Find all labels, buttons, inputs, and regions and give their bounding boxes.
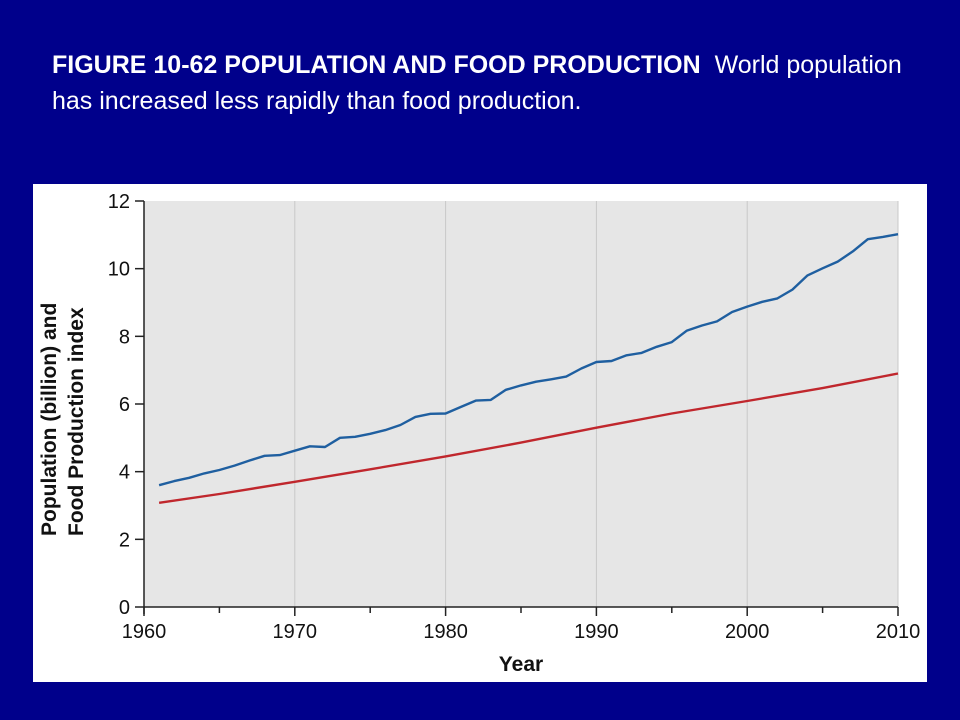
x-tick-label-1980: 1980 <box>423 621 468 643</box>
y-tick-label-10: 10 <box>108 259 130 281</box>
y-tick-label-6: 6 <box>119 394 130 416</box>
x-tick-label-1990: 1990 <box>574 621 619 643</box>
tick-labels: 0 2 4 6 8 10 12 1960 1970 1980 1990 2000 2010 <box>108 191 921 643</box>
figure-caption: FIGURE 10-62 POPULATION AND FOOD PRODUCT… <box>52 47 912 119</box>
grid-lines <box>294 201 899 607</box>
x-axis-title: Year <box>499 653 543 676</box>
series-line-2 <box>158 372 899 504</box>
y-axis-title: Population (billion) and Food Production… <box>38 303 88 536</box>
plot-area <box>144 201 898 607</box>
chart-panel: 0 2 4 6 8 10 12 1960 1970 1980 1990 2000 2010 Year P… <box>33 184 927 682</box>
series-lines <box>158 233 899 504</box>
line-chart: 0 2 4 6 8 10 12 1960 1970 1980 1990 2000 2010 Year P… <box>38 191 921 676</box>
y-tick-label-2: 2 <box>119 529 130 551</box>
y-tick-label-4: 4 <box>119 462 130 484</box>
y-tick-label-12: 12 <box>108 191 130 213</box>
y-axis-title-line-1: Population (billion) and <box>38 303 61 536</box>
series-line-1 <box>158 233 899 487</box>
figure-caption-text: World population has increased less rapi… <box>52 51 902 115</box>
y-tick-label-0: 0 <box>119 597 130 619</box>
x-tick-label-2000: 2000 <box>725 621 770 643</box>
y-tick-label-8: 8 <box>119 326 130 348</box>
x-tick-label-1970: 1970 <box>273 621 318 643</box>
y-axis-title-line-2: Food Production index <box>65 307 88 536</box>
axes <box>135 200 899 616</box>
figure-label: FIGURE 10-62 POPULATION AND FOOD PRODUCT… <box>52 51 701 79</box>
x-tick-label-2010: 2010 <box>876 621 921 643</box>
x-tick-label-1960: 1960 <box>122 621 167 643</box>
